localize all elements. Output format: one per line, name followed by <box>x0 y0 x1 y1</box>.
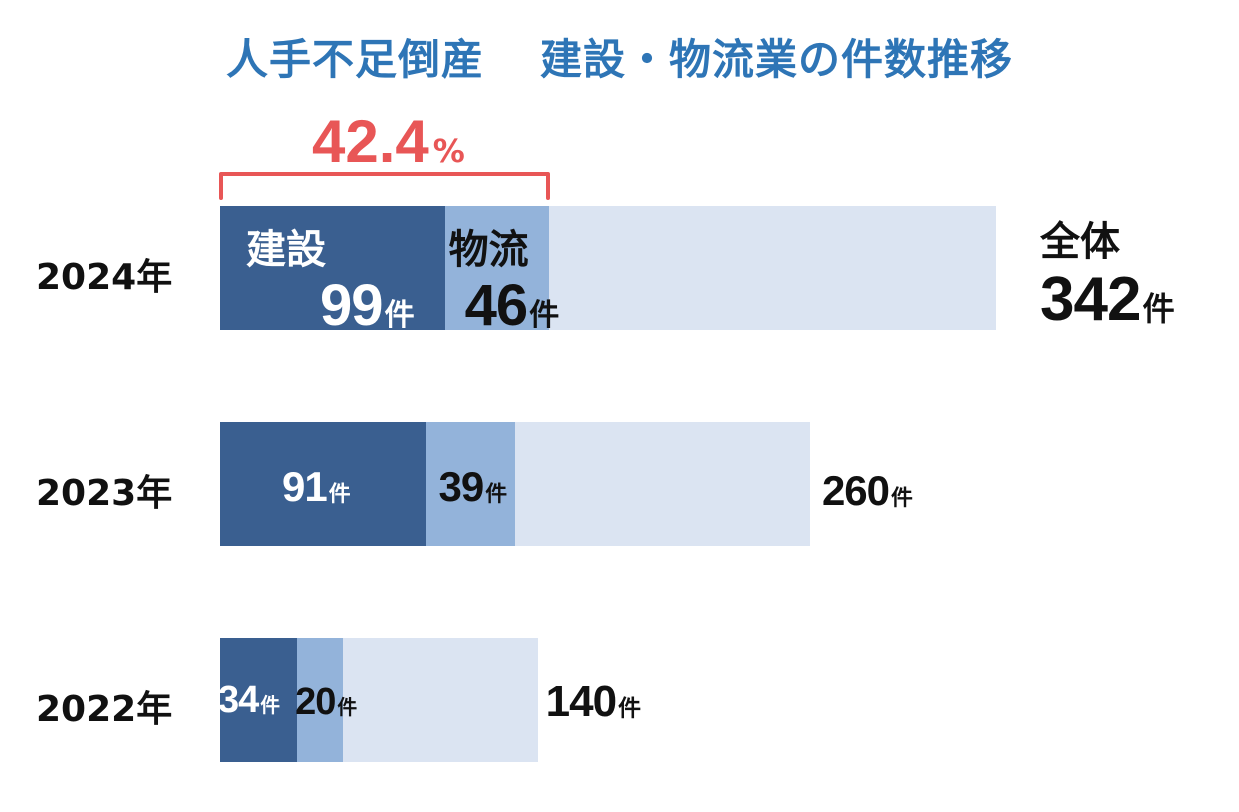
construction-category-label: 建設 <box>246 230 326 270</box>
construction-value-label: 91件 <box>282 466 351 508</box>
logistics-value-label-value: 46 <box>465 273 528 338</box>
logistics-value-label-unit: 件 <box>529 298 559 333</box>
logistics-value-label: 46件 <box>465 276 560 335</box>
logistics-category-label: 物流 <box>449 230 529 270</box>
total-value-label-value: 140 <box>546 677 616 726</box>
bar-other <box>343 638 538 762</box>
construction-value-label-value: 91 <box>282 463 327 510</box>
share-percentage-label: 42.4% <box>312 112 465 172</box>
logistics-value-label-value: 20 <box>295 681 335 723</box>
total-value-label-unit: 件 <box>891 486 913 511</box>
chart-title: 人手不足倒産 建設・物流業の件数推移 <box>0 26 1239 87</box>
total-value-label-unit: 件 <box>1142 290 1174 328</box>
year-label: 2022年 <box>36 680 172 732</box>
logistics-value-label-value: 39 <box>438 463 483 510</box>
logistics-value-label: 20 件 <box>295 682 357 721</box>
logistics-value-label-unit: 件 <box>485 482 507 507</box>
logistics-value-label: 39件 <box>438 466 507 508</box>
total-value-label-value: 260 <box>822 467 889 514</box>
construction-value-label-unit: 件 <box>329 482 351 507</box>
construction-value-label-unit: 件 <box>260 694 280 717</box>
bar-other <box>515 422 810 546</box>
logistics-value-label-unit: 件 <box>337 696 357 719</box>
share-bracket-line <box>221 174 548 198</box>
total-value-label: 140件 <box>546 680 641 724</box>
bar-other <box>549 206 996 330</box>
total-value-label: 260件 <box>822 470 913 512</box>
year-label: 2024年 <box>36 248 172 300</box>
construction-value-label-value: 99 <box>320 273 383 338</box>
year-label: 2023年 <box>36 464 172 516</box>
construction-value-label: 99件 <box>320 276 415 335</box>
total-value-label-unit: 件 <box>618 696 641 722</box>
construction-value-label-value: 34 <box>218 679 258 721</box>
construction-value-label-unit: 件 <box>385 298 415 333</box>
total-value-label-value: 342 <box>1040 265 1140 334</box>
total-value-label: 342件 <box>1040 268 1175 331</box>
construction-value-label: 34 件 <box>218 680 280 719</box>
total-category-label: 全体 <box>1040 222 1120 262</box>
